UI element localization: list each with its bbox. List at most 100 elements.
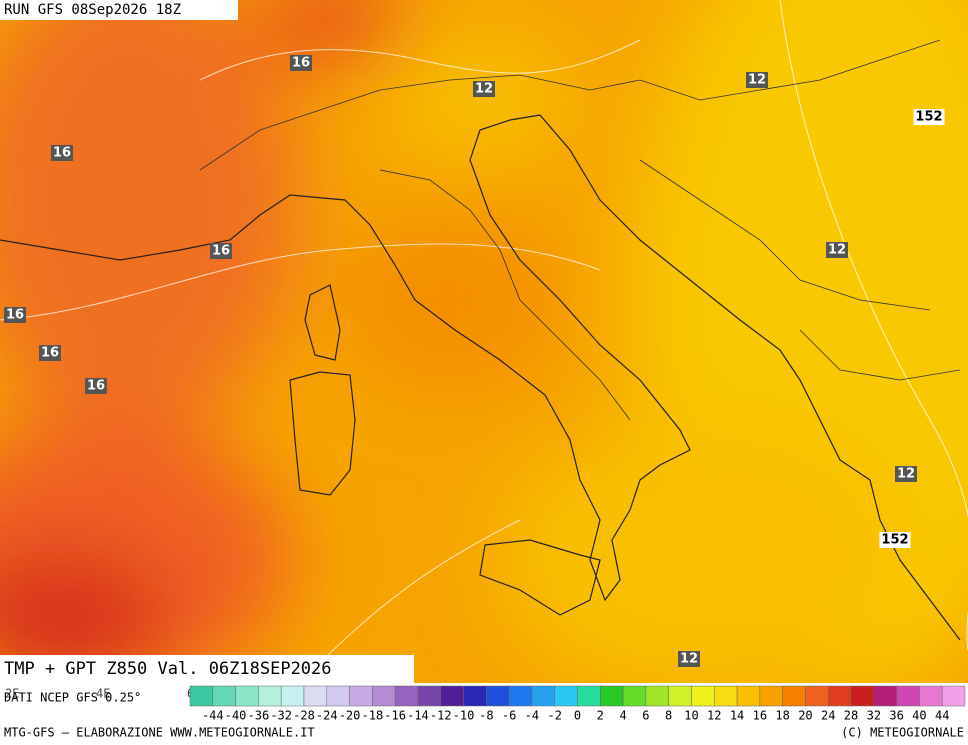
scale-swatch (463, 685, 487, 707)
color-scale: -44 -40 -36 -32 -28 -24 -20 -18 -16 -14 -12 -10 -8 -6… (189, 685, 966, 723)
contour-labels: 16 16 16 16 16 16 12 12 12 12 12 152 152 (4, 55, 945, 667)
scale-label: 32 (867, 709, 881, 723)
scale-label: -4 (525, 709, 539, 723)
scale-label: 2 (597, 709, 604, 723)
contour-label: 152 (915, 110, 942, 125)
contour-label: 16 (212, 244, 230, 259)
scale-label: -24 (316, 709, 338, 723)
scale-swatch (896, 685, 920, 707)
credit-left: MTG-GFS – ELABORAZIONE WWW.METEOGIORNALE… (4, 726, 315, 740)
scale-swatch (372, 685, 396, 707)
contour-label-box (51, 145, 73, 161)
scale-label: 14 (730, 709, 744, 723)
contour-label: 12 (475, 82, 493, 97)
scale-swatch (258, 685, 282, 707)
scale-label: 12 (707, 709, 721, 723)
scale-swatch (280, 685, 305, 707)
scale-label: -10 (453, 709, 475, 723)
scale-swatch (349, 685, 373, 707)
scale-swatch (531, 685, 555, 707)
run-label: RUN GFS 08Sep2026 18Z (4, 2, 181, 18)
scale-swatch (941, 685, 966, 707)
scale-label: -12 (430, 709, 452, 723)
scale-label: -36 (248, 709, 270, 723)
scale-swatch (668, 685, 692, 707)
longitude-label: 4E (96, 687, 110, 701)
scale-swatch (303, 685, 328, 707)
scale-swatch (235, 685, 259, 707)
scale-swatch (782, 685, 806, 707)
scale-label: 16 (753, 709, 767, 723)
scale-label: -40 (225, 709, 247, 723)
contour-label-box (210, 243, 232, 259)
scale-label: -14 (407, 709, 429, 723)
scale-swatch (440, 685, 464, 707)
longitude-label: 2E (5, 687, 19, 701)
contour-label: 16 (292, 56, 310, 71)
scale-label: 8 (665, 709, 672, 723)
source-label: DATI NCEP GFS 0.25° (4, 691, 141, 705)
contour-label-box (39, 345, 61, 361)
scale-label: -16 (384, 709, 406, 723)
scale-label: -18 (362, 709, 384, 723)
scale-label: -44 (202, 709, 224, 723)
contour-label: 12 (680, 652, 698, 667)
temperature-field (0, 0, 968, 700)
contour-label: 16 (41, 346, 59, 361)
scale-label: -20 (339, 709, 361, 723)
contour-label-box (678, 651, 700, 667)
scale-label: 4 (619, 709, 626, 723)
contour-label-box (879, 532, 911, 548)
scale-swatch (759, 685, 783, 707)
scale-label: -8 (479, 709, 493, 723)
scale-swatch (486, 685, 510, 707)
contour-label-box (895, 466, 917, 482)
scale-swatch (827, 685, 852, 707)
contour-label: 16 (87, 379, 105, 394)
contour-label-box (473, 81, 495, 97)
scale-swatch (577, 685, 601, 707)
contour-label: 16 (6, 308, 24, 323)
isolines (0, 0, 968, 684)
scale-swatch (873, 685, 897, 707)
scale-swatch (919, 685, 943, 707)
scale-swatch (622, 685, 647, 707)
scale-label: 28 (844, 709, 858, 723)
contour-label-box (290, 55, 312, 71)
contour-label-box (913, 109, 945, 125)
scale-label: 20 (798, 709, 812, 723)
contour-label-box (746, 72, 768, 88)
contour-label-box (826, 242, 848, 258)
contour-label: 12 (897, 467, 915, 482)
product-label: TMP + GPT Z850 Val. 06Z18SEP2026 (4, 659, 332, 679)
contour-label-box (4, 307, 26, 323)
credit-right: (C) METEOGIORNALE (841, 726, 964, 740)
scale-label: 40 (912, 709, 926, 723)
scale-swatch (645, 685, 669, 707)
borders (199, 39, 961, 421)
scale-swatch (394, 685, 419, 707)
product-box (0, 655, 414, 683)
contour-label: 16 (53, 146, 71, 161)
scale-swatch (600, 685, 624, 707)
scale-label: 24 (821, 709, 835, 723)
contour-label: 12 (828, 243, 846, 258)
run-label-box (0, 0, 238, 20)
scale-label: 36 (889, 709, 903, 723)
contour-label: 12 (748, 73, 766, 88)
scale-swatch (212, 685, 236, 707)
scale-label: -32 (270, 709, 292, 723)
scale-label: 0 (574, 709, 581, 723)
scale-label: -2 (547, 709, 561, 723)
scale-label: -6 (502, 709, 516, 723)
scale-swatch (417, 685, 441, 707)
scale-label: 44 (935, 709, 949, 723)
scale-label: 6 (642, 709, 649, 723)
scale-swatch (554, 685, 578, 707)
contour-label-box (85, 378, 107, 394)
scale-swatch (326, 685, 350, 707)
scale-label: 10 (684, 709, 698, 723)
scale-swatch (736, 685, 761, 707)
scale-swatch (850, 685, 875, 707)
